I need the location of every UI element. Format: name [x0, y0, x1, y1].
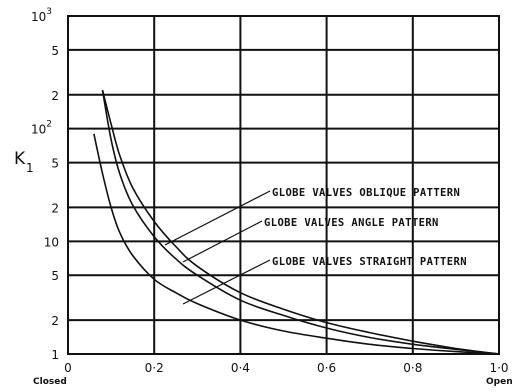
- plot-frame: [67, 15, 500, 355]
- annotation-angle-pattern-leader: [182, 220, 263, 263]
- annotation-oblique-pattern: GLOBE VALVES OBLIQUE PATTERN: [272, 187, 460, 199]
- series-oblique-pattern: [101, 89, 500, 355]
- annotation-oblique-pattern-leader: [164, 190, 271, 246]
- y-tick-label: 103: [31, 7, 52, 24]
- x-tick-label: 0·6: [317, 361, 336, 375]
- series-curves: [93, 89, 500, 355]
- x-tick-label: 0·4: [231, 361, 250, 375]
- y-tick-label: 5: [51, 157, 59, 171]
- x-tick-label: 1·0: [489, 361, 508, 375]
- y-tick-label: 2: [51, 201, 59, 215]
- annotation-leaders: [164, 190, 271, 305]
- x-axis-ticks: 0 0·2 0·4 0·6 0·8 1·0: [64, 361, 508, 375]
- y-tick-label: 5: [51, 269, 59, 283]
- x-tick-label: 0: [64, 361, 72, 375]
- y-tick-label: 2: [51, 89, 59, 103]
- y-axis-label-subscript: 1: [26, 161, 34, 175]
- y-tick-label: 5: [51, 44, 59, 58]
- annotation-straight-pattern: GLOBE VALVES STRAIGHT PATTERN: [272, 256, 467, 268]
- y-tick-label: 102: [31, 120, 52, 137]
- y-tick-label: 2: [51, 314, 59, 328]
- y-axis-label: K: [14, 149, 26, 169]
- x-tick-label: 0·8: [403, 361, 422, 375]
- x-axis-end-label: Open: [486, 377, 513, 387]
- annotation-angle-pattern: GLOBE VALVES ANGLE PATTERN: [264, 217, 439, 229]
- x-tick-label: 0·2: [145, 361, 164, 375]
- grid: [67, 15, 500, 355]
- annotation-straight-pattern-leader: [182, 259, 271, 305]
- series-straight-pattern: [93, 133, 500, 355]
- x-axis-start-label: Closed: [33, 377, 67, 387]
- y-tick-label: 10: [44, 235, 59, 249]
- y-tick-label: 1: [51, 348, 59, 362]
- series-angle-pattern: [101, 89, 500, 355]
- series-annotations: GLOBE VALVES OBLIQUE PATTERN GLOBE VALVES…: [264, 187, 467, 268]
